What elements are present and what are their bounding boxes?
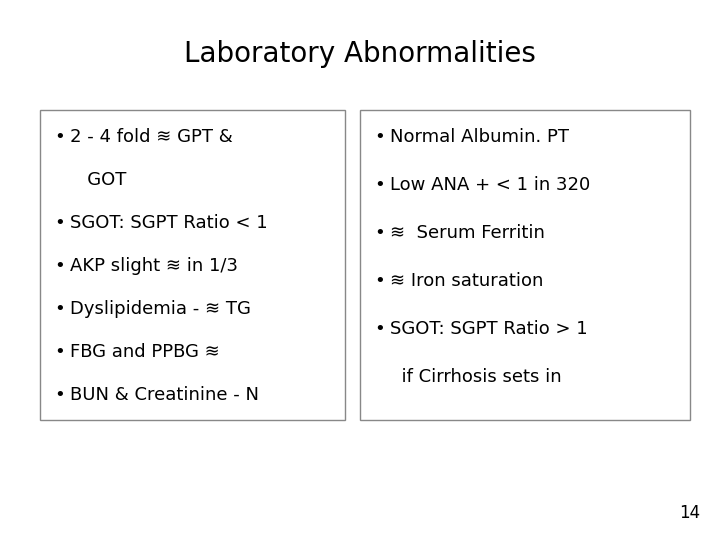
Text: Low ANA + < 1 in 320: Low ANA + < 1 in 320 <box>390 176 590 194</box>
Text: AKP slight ≋ in 1/3: AKP slight ≋ in 1/3 <box>70 257 238 275</box>
Text: FBG and PPBG ≋: FBG and PPBG ≋ <box>70 343 220 361</box>
Text: •: • <box>54 128 65 146</box>
Text: Laboratory Abnormalities: Laboratory Abnormalities <box>184 40 536 68</box>
Text: •: • <box>374 176 384 194</box>
Text: •: • <box>374 320 384 338</box>
Text: BUN & Creatinine - N: BUN & Creatinine - N <box>70 386 259 404</box>
Text: ≋ Iron saturation: ≋ Iron saturation <box>390 272 544 290</box>
Text: GOT: GOT <box>70 171 127 189</box>
Text: 2 - 4 fold ≋ GPT &: 2 - 4 fold ≋ GPT & <box>70 128 233 146</box>
Text: Normal Albumin. PT: Normal Albumin. PT <box>390 128 569 146</box>
Text: Dyslipidemia - ≋ TG: Dyslipidemia - ≋ TG <box>70 300 251 318</box>
Text: •: • <box>374 128 384 146</box>
Text: ≋  Serum Ferritin: ≋ Serum Ferritin <box>390 224 545 242</box>
Text: SGOT: SGPT Ratio > 1: SGOT: SGPT Ratio > 1 <box>390 320 588 338</box>
Bar <box>40 110 345 420</box>
Text: •: • <box>54 343 65 361</box>
Text: •: • <box>374 224 384 242</box>
Text: •: • <box>54 300 65 318</box>
Text: •: • <box>54 214 65 232</box>
Text: •: • <box>54 257 65 275</box>
Text: •: • <box>54 386 65 404</box>
Text: 14: 14 <box>679 504 700 522</box>
Text: •: • <box>374 272 384 290</box>
Bar <box>360 110 690 420</box>
Text: if Cirrhosis sets in: if Cirrhosis sets in <box>390 368 562 386</box>
Text: SGOT: SGPT Ratio < 1: SGOT: SGPT Ratio < 1 <box>70 214 268 232</box>
